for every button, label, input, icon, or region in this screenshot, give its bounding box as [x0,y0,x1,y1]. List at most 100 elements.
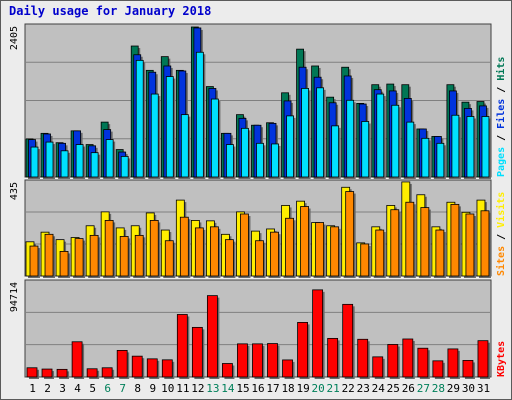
bar-pages-day-26 [406,121,415,178]
y-max-label-kbytes: 94714 [9,282,20,312]
bar-sites-day-13 [209,226,219,277]
bar-kbytes-day-3 [56,368,68,378]
legend-pages: Pages [496,147,507,177]
bar-sites-day-31 [480,210,490,277]
x-tick-label-7: 7 [119,382,126,395]
bar-kbytes-day-27 [417,347,429,378]
bar-sites-day-5 [89,234,99,277]
x-tick-label-22: 22 [342,382,355,395]
bar-pages-day-21 [331,125,340,178]
bar-sites-day-28 [435,229,445,277]
bar-pages-day-28 [436,142,445,178]
bar-sites-day-7 [119,236,129,277]
x-tick-label-10: 10 [161,382,174,395]
bar-pages-day-27 [421,137,430,178]
x-tick-label-14: 14 [221,382,235,395]
bar-kbytes-day-22 [342,303,354,378]
bar-pages-day-24 [376,93,385,178]
x-tick-label-16: 16 [251,382,264,395]
bar-pages-day-9 [150,93,159,178]
bar-pages-day-18 [286,115,294,178]
bar-sites-day-22 [345,191,355,277]
x-tick-label-8: 8 [134,382,141,395]
bar-kbytes-day-21 [327,337,339,378]
legend-kbytes: KBytes [496,341,507,377]
chart-title: Daily usage for January 2018 [9,4,212,18]
bar-kbytes-day-23 [357,338,369,378]
bar-pages-day-23 [361,121,370,178]
bar-sites-day-4 [74,238,84,277]
bar-sites-day-9 [149,220,159,277]
bar-sites-day-15 [240,213,249,277]
x-tick-label-28: 28 [432,382,445,395]
bar-pages-day-31 [481,116,490,178]
bar-sites-day-21 [330,226,340,277]
bar-kbytes-day-10 [161,359,173,378]
y-max-label-hits-pages-files: 2405 [9,26,20,50]
x-tick-label-9: 9 [149,382,156,395]
bar-pages-day-19 [301,88,309,178]
x-tick-label-31: 31 [477,382,490,395]
bar-pages-day-7 [120,156,129,178]
bar-pages-day-20 [316,87,325,178]
legend-hits: Hits [495,57,507,81]
x-tick-label-29: 29 [447,382,460,395]
bar-kbytes-day-16 [252,343,263,378]
bar-sites-day-30 [465,213,475,277]
bar-pages-day-12 [195,51,204,178]
bar-sites-day-3 [59,251,69,277]
bar-sites-day-12 [194,227,204,277]
x-tick-label-3: 3 [59,382,66,395]
bar-sites-day-23 [360,243,370,277]
legend-separator: / [496,81,507,99]
bar-sites-day-27 [420,207,430,277]
bar-pages-day-16 [256,142,264,178]
bar-sites-day-8 [134,234,144,277]
bar-kbytes-day-7 [116,350,128,378]
y-max-label-visits-sites: 435 [9,182,20,200]
bar-pages-day-22 [346,99,355,178]
bar-pages-day-29 [451,114,460,178]
bar-kbytes-day-18 [282,359,293,378]
bar-pages-day-25 [391,104,400,178]
bar-pages-day-13 [210,98,219,178]
x-tick-label-19: 19 [296,382,309,395]
bar-sites-day-1 [29,245,39,277]
bar-kbytes-day-2 [41,368,53,378]
bar-pages-day-1 [30,146,39,178]
bar-sites-day-6 [104,220,114,277]
bar-kbytes-day-29 [447,348,459,378]
x-tick-label-12: 12 [191,382,204,395]
x-tick-label-1: 1 [29,382,36,395]
legend: Sites / Visits [495,192,507,276]
legend-separator: / [496,129,507,147]
bar-kbytes-day-15 [237,343,248,378]
x-tick-label-20: 20 [312,382,325,395]
bar-pages-day-10 [165,76,174,178]
bar-sites-day-29 [450,203,460,277]
bar-pages-day-11 [180,114,189,178]
bar-kbytes-day-6 [101,367,113,378]
bar-sites-day-17 [270,231,279,277]
bar-sites-day-11 [179,216,189,277]
bar-kbytes-day-4 [71,341,83,378]
legend-sites: Sites [495,246,507,276]
bar-kbytes-day-11 [176,314,188,378]
x-tick-label-27: 27 [417,382,430,395]
bar-kbytes-day-24 [372,356,384,378]
legend-files: Files [495,99,507,129]
bar-sites-day-14 [225,239,234,277]
bar-sites-day-18 [285,217,294,277]
x-tick-label-21: 21 [327,382,340,395]
bar-pages-day-5 [90,152,99,178]
bar-pages-day-2 [45,141,54,178]
bar-pages-day-30 [466,116,475,178]
bar-kbytes-day-17 [267,343,278,378]
bar-kbytes-day-1 [26,367,38,378]
x-tick-label-25: 25 [387,382,400,395]
x-tick-label-11: 11 [176,382,189,395]
x-tick-label-13: 13 [206,382,219,395]
bar-kbytes-day-20 [312,289,324,378]
bar-kbytes-day-28 [432,360,444,378]
